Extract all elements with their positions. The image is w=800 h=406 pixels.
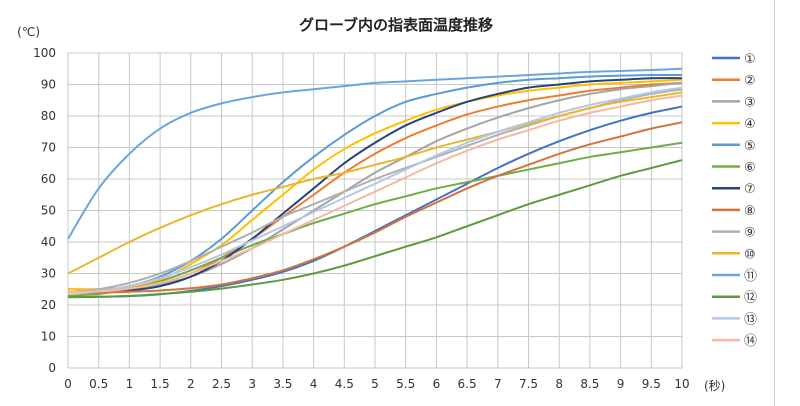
series-line-11 <box>67 67 683 240</box>
series-line-7 <box>67 77 683 294</box>
x-tick-label: 1.5 <box>151 377 170 391</box>
legend-label: ⑩ <box>744 247 756 262</box>
x-tick-label: 0 <box>64 377 72 391</box>
x-tick-label: 0.5 <box>89 377 108 391</box>
series-line-12 <box>67 159 683 299</box>
x-tick-label: 6.5 <box>458 377 477 391</box>
legend-label: ⑨ <box>744 226 756 241</box>
window-edge-line <box>774 0 775 406</box>
y-axis-ticks: 0 10 20 30 40 50 60 70 80 90 100 <box>33 46 56 375</box>
legend-label: ① <box>744 52 756 67</box>
x-tick-label: 7.5 <box>519 377 538 391</box>
x-tick-label: 2.5 <box>212 377 231 391</box>
x-tick-label: 9.5 <box>642 377 661 391</box>
y-tick-label: 40 <box>41 235 56 249</box>
series-line-6 <box>67 141 683 297</box>
y-tick-label: 60 <box>41 172 56 186</box>
x-tick-label: 7 <box>494 377 502 391</box>
y-tick-label: 20 <box>41 298 56 312</box>
y-tick-label: 10 <box>41 330 56 344</box>
y-tick-label: 100 <box>33 46 56 60</box>
legend-label: ⑬ <box>744 312 757 327</box>
x-tick-label: 5.5 <box>396 377 415 391</box>
series-line-3 <box>67 81 683 294</box>
y-tick-label: 70 <box>41 141 56 155</box>
x-tick-label: 8.5 <box>580 377 599 391</box>
y-tick-label: 90 <box>41 78 56 92</box>
legend-label: ③ <box>744 95 756 110</box>
x-unit-label: (秒) <box>704 379 725 393</box>
legend-label: ⑪ <box>744 269 757 284</box>
x-tick-label: 3.5 <box>273 377 292 391</box>
x-tick-label: 9 <box>617 377 625 391</box>
x-tick-label: 5 <box>371 377 379 391</box>
legend-label: ⑥ <box>744 161 756 176</box>
x-axis-ticks: 0 0.5 1 1.5 2 2.5 3 3.5 4 4.5 5 5.5 6 6.5 7 7.5 8 8.5 9 9.5… <box>64 377 689 391</box>
series-line-5 <box>67 74 683 294</box>
legend-label: ⑦ <box>744 182 756 197</box>
legend-label: ⑫ <box>744 291 757 306</box>
grid <box>67 52 683 369</box>
legend: ① ② ③ ④ ⑤ ⑥ ⑦ ⑧ ⑨ ⑩ ⑪ ⑫ ⑬ ⑭ <box>712 52 757 349</box>
legend-label: ⑧ <box>744 204 756 219</box>
legend-label: ⑭ <box>744 334 757 349</box>
series-line-10 <box>67 91 683 275</box>
x-tick-label: 10 <box>674 377 689 391</box>
y-tick-label: 0 <box>48 361 56 375</box>
legend-label: ④ <box>744 117 756 132</box>
x-tick-label: 4 <box>310 377 318 391</box>
y-tick-label: 80 <box>41 109 56 123</box>
series-line-13 <box>67 86 683 294</box>
y-unit-label: (℃) <box>17 25 40 39</box>
x-tick-label: 2 <box>187 377 195 391</box>
x-tick-label: 8 <box>555 377 563 391</box>
legend-label: ⑤ <box>744 139 756 154</box>
y-tick-label: 50 <box>41 204 56 218</box>
series-line-8 <box>67 121 683 294</box>
x-tick-label: 6 <box>433 377 441 391</box>
chart-title: グローブ内の指表面温度推移 <box>299 16 493 34</box>
x-tick-label: 1 <box>126 377 134 391</box>
x-tick-label: 4.5 <box>335 377 354 391</box>
y-tick-label: 30 <box>41 267 56 281</box>
x-tick-label: 3 <box>248 377 256 391</box>
series-line-14 <box>67 94 683 294</box>
series-lines <box>67 67 683 299</box>
legend-label: ② <box>744 74 756 89</box>
